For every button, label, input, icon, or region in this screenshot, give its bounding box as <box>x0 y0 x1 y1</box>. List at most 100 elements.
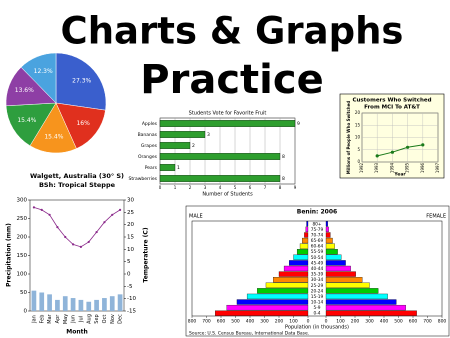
x-tick-label: 700 <box>202 319 211 325</box>
x-tick-label: Nov <box>110 314 116 324</box>
data-label: 3 <box>207 132 210 138</box>
slice-label: 27.3% <box>72 77 91 84</box>
bar <box>325 299 397 305</box>
y2-axis-label: Temperature (C) <box>143 227 150 282</box>
x-tick-label: Jan <box>31 315 37 324</box>
x-tick-label: 1 <box>174 185 177 190</box>
bar <box>325 271 356 277</box>
bar <box>306 221 309 227</box>
bar <box>304 232 309 238</box>
x-tick-label: 800 <box>438 319 447 325</box>
data-label: 8 <box>282 154 285 160</box>
age-label: 65-69 <box>311 238 324 244</box>
age-label: 0-4 <box>313 311 320 317</box>
x-tick-label: 100 <box>289 319 298 325</box>
plot-frame <box>191 220 443 317</box>
x-tick-label: Feb <box>39 315 45 324</box>
y2-tick-label: 15 <box>127 235 134 241</box>
bar <box>109 296 115 311</box>
x-tick-label: Jul <box>78 316 84 323</box>
line <box>33 207 121 248</box>
slice-label: 16% <box>76 120 90 127</box>
x-tick-label: 7 <box>264 185 267 190</box>
y-tick-label: 10 <box>355 135 361 140</box>
x-axis-label: Number of Students <box>202 192 253 198</box>
y-tick-label: 250 <box>17 216 28 222</box>
pie-slice <box>5 102 57 147</box>
bar <box>325 249 338 255</box>
bar <box>325 265 351 272</box>
y-tick-label: Apples <box>142 121 158 127</box>
bar <box>283 265 309 272</box>
point <box>32 206 36 209</box>
x-axis-label: Population (in thousands) <box>285 325 349 331</box>
data-label: 1 <box>177 165 180 171</box>
point <box>87 240 90 244</box>
bar <box>94 299 99 311</box>
chart-title: Benin: 2006 <box>297 209 337 216</box>
bar <box>325 304 406 311</box>
bar <box>62 296 68 311</box>
y-tick-label: 100 <box>17 272 28 278</box>
x-tick-label: Oct <box>102 315 108 324</box>
y2-tick-label: 5 <box>127 259 131 265</box>
x-tick-label: 500 <box>231 319 240 325</box>
point <box>56 226 59 229</box>
bar <box>325 232 331 238</box>
legend-label: FEMALE <box>426 214 446 220</box>
bar <box>325 310 417 316</box>
bar <box>159 153 281 160</box>
x-tick-label: 1996 <box>420 162 425 173</box>
chart-title: Walgett, Australia (30° S) <box>30 172 124 180</box>
age-label: 75-79 <box>311 227 324 233</box>
x-tick-label: 400 <box>380 319 389 325</box>
x-tick-label: 300 <box>365 319 374 325</box>
x-tick-label: 5 <box>234 185 237 190</box>
x-tick-label: 400 <box>246 319 255 325</box>
x-tick-label: 1997 <box>435 162 440 173</box>
bar <box>39 292 45 311</box>
page-title: Practice <box>140 57 323 103</box>
y-axis-label: Precipitation (mm) <box>6 223 13 287</box>
bar <box>325 221 328 227</box>
y-tick-label: 15 <box>355 122 361 127</box>
bar <box>70 298 76 311</box>
y2-tick-label: -10 <box>127 296 136 302</box>
x-tick-label: 1992 <box>359 162 364 173</box>
page-title: Charts & Graphs <box>61 10 404 53</box>
bar <box>159 164 176 171</box>
age-label: 45-49 <box>311 260 324 266</box>
age-label: 20-24 <box>311 288 324 294</box>
data-label: 2 <box>192 143 195 149</box>
y2-tick-label: -5 <box>127 284 133 290</box>
x-tick-label: 2 <box>189 185 192 190</box>
y-axis-label: Millions of People Who Switched <box>346 101 351 175</box>
x-tick-label: 800 <box>188 319 197 325</box>
x-tick-label: 4 <box>219 185 222 190</box>
x-tick-label: 600 <box>409 319 418 325</box>
x-tick-label: 600 <box>217 319 226 325</box>
x-tick-label: Mar <box>47 313 53 323</box>
age-label: 80+ <box>312 221 321 227</box>
bar <box>325 237 333 244</box>
bar <box>86 301 92 311</box>
chart-subtitle: From MCI To AT&T <box>364 105 420 111</box>
x-tick-label: 200 <box>275 319 284 325</box>
slice-label: 13.6% <box>15 87 34 94</box>
bar <box>246 293 309 300</box>
point <box>390 150 394 154</box>
data-label: 8 <box>282 176 285 182</box>
bar <box>296 249 309 255</box>
y-tick-label: Strawberries <box>128 176 157 182</box>
y-tick-label: 20 <box>355 110 361 115</box>
bar <box>325 260 346 266</box>
chart-subtitle: BSh: Tropical Steppe <box>39 181 116 189</box>
bar <box>273 277 309 283</box>
point <box>375 154 379 158</box>
point <box>79 245 83 248</box>
point <box>118 208 122 211</box>
slice-label: 12.3% <box>34 68 53 75</box>
slice-label: 15.4% <box>17 117 36 124</box>
point <box>111 213 114 216</box>
